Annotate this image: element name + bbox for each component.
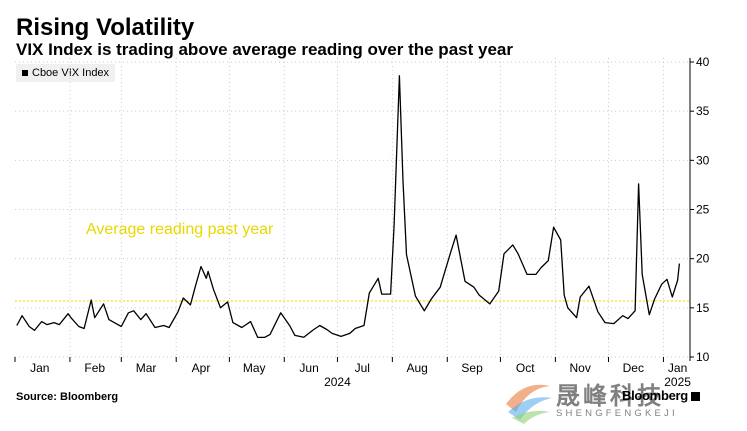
x-tick-label: Sep xyxy=(461,361,483,375)
x-tick-label: Feb xyxy=(84,361,105,375)
source-note: Source: Bloomberg xyxy=(16,391,119,403)
watermark-logo-icon xyxy=(506,384,552,424)
average-label: Average reading past year xyxy=(86,221,274,238)
legend: Cboe VIX Index xyxy=(16,64,116,82)
bloomberg-mark-icon xyxy=(690,392,700,401)
chart-subtitle: VIX Index is trading above average readi… xyxy=(16,40,513,59)
x-tick-label: Aug xyxy=(406,361,427,375)
chart-title: Rising Volatility xyxy=(16,14,195,41)
x-tick-label: Apr xyxy=(192,361,211,375)
brand-label: Bloomberg xyxy=(622,388,688,403)
year-label: 2024 xyxy=(324,375,351,389)
watermark-chinese-text: 晟峰科技 xyxy=(556,382,664,410)
y-tick-label: 10 xyxy=(696,350,710,364)
x-tick-label: Jul xyxy=(355,361,370,375)
x-tick-label: Dec xyxy=(623,361,644,375)
y-tick-label: 25 xyxy=(696,203,710,217)
x-tick-label: Jun xyxy=(299,361,318,375)
watermark: 晟峰科技 SHENGFENGKEJI xyxy=(498,372,718,426)
x-tick-label: Jan xyxy=(668,361,687,375)
legend-label: Cboe VIX Index xyxy=(32,67,110,79)
y-tick-label: 20 xyxy=(696,252,710,266)
x-tick-label: May xyxy=(243,361,266,375)
x-tick-label: Mar xyxy=(136,361,157,375)
x-tick-label: Oct xyxy=(516,361,535,375)
y-tick-label: 15 xyxy=(696,301,710,315)
y-tick-label: 40 xyxy=(696,55,710,69)
y-tick-label: 35 xyxy=(696,104,710,118)
y-tick-label: 30 xyxy=(696,153,710,167)
legend-swatch xyxy=(22,70,28,76)
x-tick-label: Nov xyxy=(569,361,590,375)
vix-series-line xyxy=(16,75,681,339)
bloomberg-brand: Bloomberg xyxy=(622,388,700,403)
x-tick-label: Jan xyxy=(30,361,49,375)
watermark-english-text: SHENGFENGKEJI xyxy=(556,408,678,419)
year-label: 2025 xyxy=(664,375,691,389)
